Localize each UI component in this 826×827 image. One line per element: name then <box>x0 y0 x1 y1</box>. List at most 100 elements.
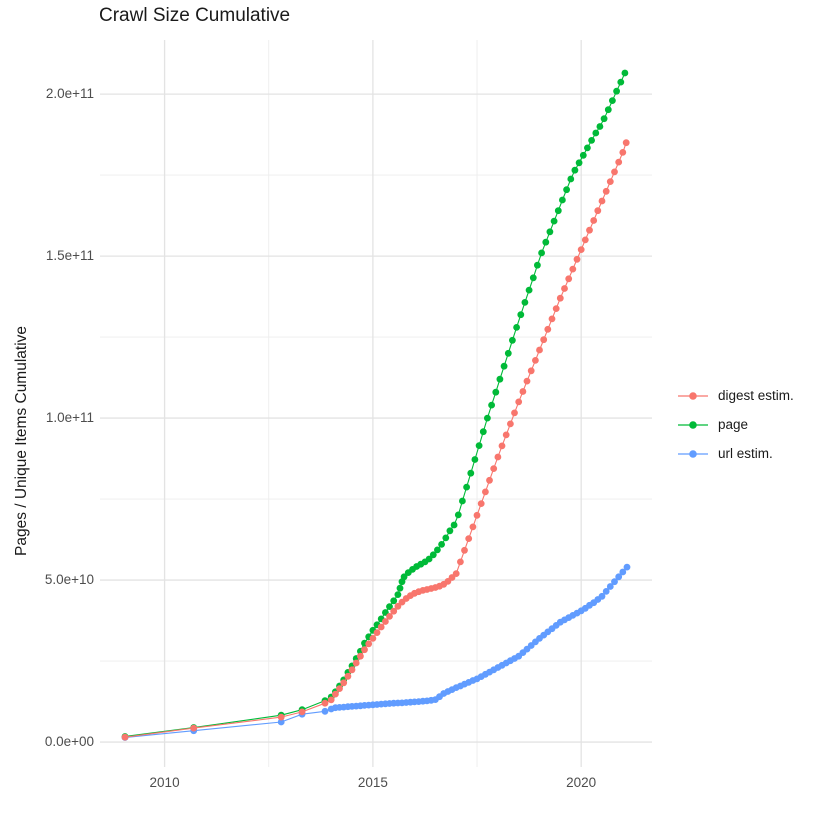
series-line-url-estim- <box>124 566 628 739</box>
x-tick-label: 2020 <box>566 775 597 790</box>
data-point <box>190 724 198 732</box>
data-point <box>519 388 527 395</box>
data-point <box>569 265 577 273</box>
data-point <box>298 708 306 716</box>
y-tick-label: 5.0e+10 <box>44 572 94 588</box>
data-point <box>602 588 610 595</box>
data-point <box>496 375 504 383</box>
data-point <box>454 511 462 519</box>
data-point <box>548 315 556 323</box>
data-point <box>502 431 510 439</box>
data-point <box>277 718 285 726</box>
data-point <box>590 217 598 224</box>
data-point <box>488 401 495 409</box>
data-point <box>382 618 389 625</box>
data-point <box>544 325 552 333</box>
legend: digest estim. page url estim. <box>676 381 794 468</box>
data-point <box>571 166 579 174</box>
data-point <box>586 226 593 234</box>
data-point <box>611 578 618 586</box>
data-point <box>615 158 623 166</box>
data-point <box>352 659 360 667</box>
data-point <box>525 286 533 294</box>
data-point <box>559 196 566 204</box>
data-point <box>377 623 385 631</box>
data-point <box>532 357 539 364</box>
legend-key-icon <box>678 391 708 400</box>
data-point <box>609 97 616 104</box>
legend-item-label: digest estim. <box>718 388 794 403</box>
data-point <box>606 178 614 186</box>
data-point <box>121 733 129 741</box>
data-point <box>619 568 627 576</box>
data-point <box>336 685 343 692</box>
data-point <box>365 640 373 648</box>
data-point <box>563 186 570 194</box>
data-point <box>527 367 535 375</box>
data-point <box>486 476 493 484</box>
data-point <box>617 78 625 86</box>
data-point <box>611 168 618 176</box>
data-point <box>581 236 589 244</box>
data-point <box>615 573 623 581</box>
data-point <box>507 420 514 428</box>
data-point <box>457 558 464 566</box>
data-point <box>442 534 450 542</box>
data-point <box>546 228 554 236</box>
data-point <box>504 349 512 357</box>
data-point <box>394 591 402 598</box>
data-point <box>606 583 614 590</box>
y-tick-label: 1.0e+11 <box>45 410 94 426</box>
data-point <box>619 149 627 156</box>
data-point <box>567 175 575 183</box>
data-point <box>461 546 468 554</box>
data-point <box>479 428 487 436</box>
data-point <box>602 187 610 195</box>
data-point <box>425 555 433 563</box>
data-point <box>517 311 525 319</box>
data-point <box>344 672 352 680</box>
data-point <box>327 696 335 704</box>
x-tick-label: 2010 <box>149 775 180 790</box>
data-point <box>390 597 398 605</box>
data-point <box>373 629 381 636</box>
data-point <box>467 469 475 477</box>
data-point <box>529 274 537 282</box>
data-point <box>622 139 630 147</box>
data-point <box>475 442 483 449</box>
data-point <box>482 488 489 496</box>
legend-item-label: page <box>718 417 749 432</box>
data-point <box>550 217 558 225</box>
data-point <box>465 535 473 542</box>
data-point <box>538 249 545 257</box>
legend-key-dot <box>689 420 697 429</box>
data-point <box>394 602 402 610</box>
data-point <box>361 646 368 654</box>
y-tick-label: 1.5e+11 <box>45 248 94 264</box>
data-point <box>400 573 408 581</box>
data-point <box>598 197 606 205</box>
data-point <box>469 523 477 531</box>
chart-title: Crawl Size Cumulative <box>99 5 291 26</box>
legend-key-dot <box>689 449 697 458</box>
y-tick-label: 2.0e+11 <box>45 86 94 102</box>
data-point <box>369 635 377 642</box>
data-point <box>348 666 356 674</box>
data-point <box>556 294 564 302</box>
data-point <box>477 500 485 507</box>
data-point <box>386 613 393 620</box>
data-point <box>498 442 506 450</box>
legend-item: page <box>676 410 794 439</box>
data-point <box>332 690 339 698</box>
legend-item: digest estim. <box>676 381 794 410</box>
data-point <box>592 129 600 137</box>
data-point <box>521 299 529 306</box>
data-point <box>340 679 348 687</box>
data-point <box>463 483 470 491</box>
data-point <box>540 336 548 344</box>
data-point <box>575 159 583 167</box>
data-point <box>459 497 466 505</box>
legend-item-label: url estim. <box>718 446 773 461</box>
data-point <box>492 388 500 396</box>
